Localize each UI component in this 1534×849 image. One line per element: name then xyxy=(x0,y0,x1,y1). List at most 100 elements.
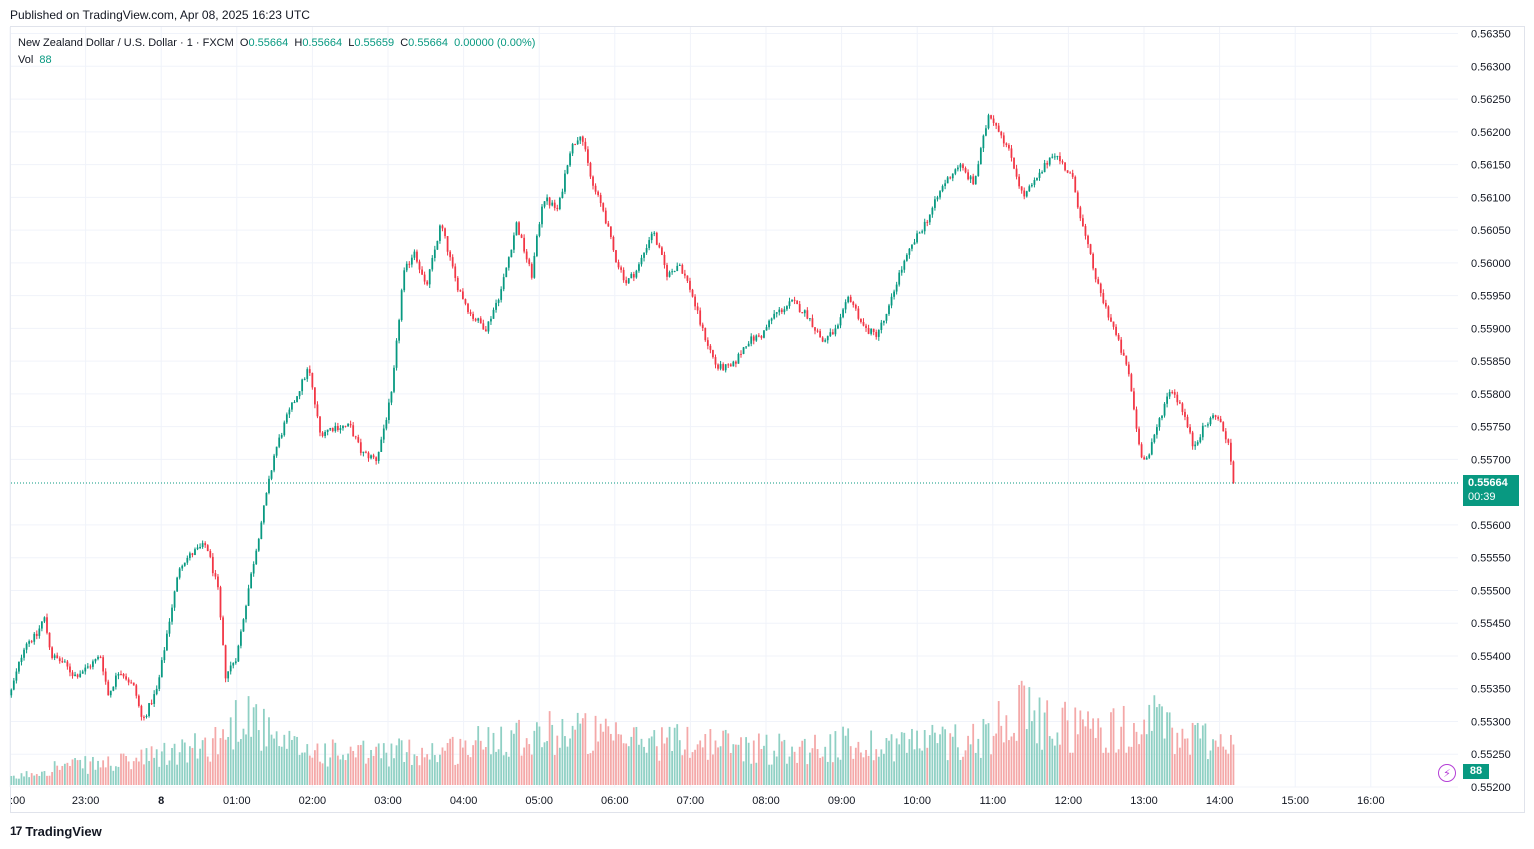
candle-body xyxy=(821,337,824,342)
candle-body xyxy=(640,257,643,265)
volume-bar xyxy=(38,775,41,785)
volume-bar xyxy=(1051,738,1054,785)
volume-bar xyxy=(854,747,857,785)
lightning-icon[interactable]: ⚡ xyxy=(1438,764,1456,782)
candle-body xyxy=(844,302,847,310)
volume-bar xyxy=(592,750,594,785)
candle-body xyxy=(515,222,518,236)
candle-body xyxy=(405,263,408,271)
volume-bar xyxy=(796,762,799,785)
candle-body xyxy=(1076,192,1079,208)
candle-body xyxy=(1138,428,1140,445)
candle-body xyxy=(602,203,605,211)
y-tick-label: 0.55700 xyxy=(1471,454,1511,466)
volume-bar xyxy=(1227,753,1230,785)
x-tick-label: 14:00 xyxy=(1206,795,1234,807)
volume-bar xyxy=(166,764,168,785)
candle-body xyxy=(1163,403,1166,416)
close-label: C xyxy=(400,37,409,49)
candle-body xyxy=(786,306,788,310)
volume-bar xyxy=(786,763,788,785)
candle-body xyxy=(548,197,551,206)
volume-bar xyxy=(474,740,477,785)
candle-body xyxy=(342,425,344,429)
volume-bar xyxy=(1013,732,1015,785)
candle-body xyxy=(752,336,755,341)
volume-bar xyxy=(1099,727,1102,785)
volume-bar xyxy=(176,764,179,785)
volume-bar xyxy=(291,739,293,785)
candle-body xyxy=(173,591,176,608)
volume-bar xyxy=(314,750,316,785)
volume-bar xyxy=(219,738,222,785)
candle-body xyxy=(268,478,270,493)
candle-body xyxy=(66,661,69,667)
y-tick-label: 0.55400 xyxy=(1471,651,1511,663)
volume-bar xyxy=(1038,697,1041,785)
candle-body xyxy=(696,306,699,311)
volume-bar xyxy=(515,722,518,785)
volume-bar xyxy=(946,760,949,785)
candle-body xyxy=(1000,131,1003,136)
candle-body xyxy=(1056,155,1059,157)
candle-body xyxy=(12,680,15,690)
candle-body xyxy=(1005,143,1008,146)
volume-bar xyxy=(423,757,426,785)
volume-bar xyxy=(706,759,709,785)
candle-body xyxy=(875,331,878,337)
candle-body xyxy=(71,672,74,677)
candle-body xyxy=(908,248,911,255)
volume-bar xyxy=(359,744,362,785)
volume-bar xyxy=(390,743,393,785)
candle-body xyxy=(928,214,931,223)
symbol-title[interactable]: New Zealand Dollar / U.S. Dollar · 1 · F… xyxy=(18,37,234,49)
candle-body xyxy=(393,367,395,392)
volume-bar xyxy=(334,742,337,785)
candle-body xyxy=(857,308,860,319)
candle-body xyxy=(1051,156,1054,158)
candle-body xyxy=(1158,418,1161,428)
candle-body xyxy=(1150,442,1153,455)
candle-body xyxy=(620,267,622,270)
candle-body xyxy=(377,451,380,461)
volume-bar xyxy=(173,743,176,785)
candle-body xyxy=(816,330,819,332)
candle-body xyxy=(1214,415,1217,417)
volume-bar xyxy=(112,770,115,785)
candle-body xyxy=(880,322,883,330)
candle-body xyxy=(1010,148,1013,158)
candle-body xyxy=(842,309,844,318)
volume-bar xyxy=(755,762,758,785)
candle-body xyxy=(535,235,538,256)
candle-body xyxy=(492,309,495,319)
volume-bar xyxy=(18,778,20,785)
volume-bar xyxy=(382,743,385,785)
volume-bar xyxy=(1048,736,1051,785)
candle-body xyxy=(1173,392,1176,395)
volume-label[interactable]: Vol xyxy=(18,54,34,66)
candle-body xyxy=(847,296,850,303)
volume-badge: 88 xyxy=(1463,764,1489,779)
candle-body xyxy=(367,452,370,459)
candle-body xyxy=(1184,411,1186,417)
volume-bar xyxy=(905,752,908,785)
volume-bar xyxy=(171,747,173,785)
volume-bar xyxy=(153,757,156,785)
candle-body xyxy=(283,422,286,436)
volume-bar xyxy=(921,750,924,785)
candle-body xyxy=(347,423,349,427)
candle-body xyxy=(117,674,120,676)
x-tick-label: 01:00 xyxy=(223,795,251,807)
y-tick-label: 0.56150 xyxy=(1471,160,1511,172)
volume-bar xyxy=(530,754,533,785)
volume-bar xyxy=(936,743,939,785)
candle-body xyxy=(349,423,352,426)
volume-bar xyxy=(69,766,71,785)
volume-bar xyxy=(1222,746,1225,785)
volume-bar xyxy=(1156,707,1158,785)
footer-brand[interactable]: 17 TradingView xyxy=(10,822,102,840)
candle-body xyxy=(112,686,115,691)
volume-bar xyxy=(211,738,214,785)
volume-bar xyxy=(997,701,1000,785)
